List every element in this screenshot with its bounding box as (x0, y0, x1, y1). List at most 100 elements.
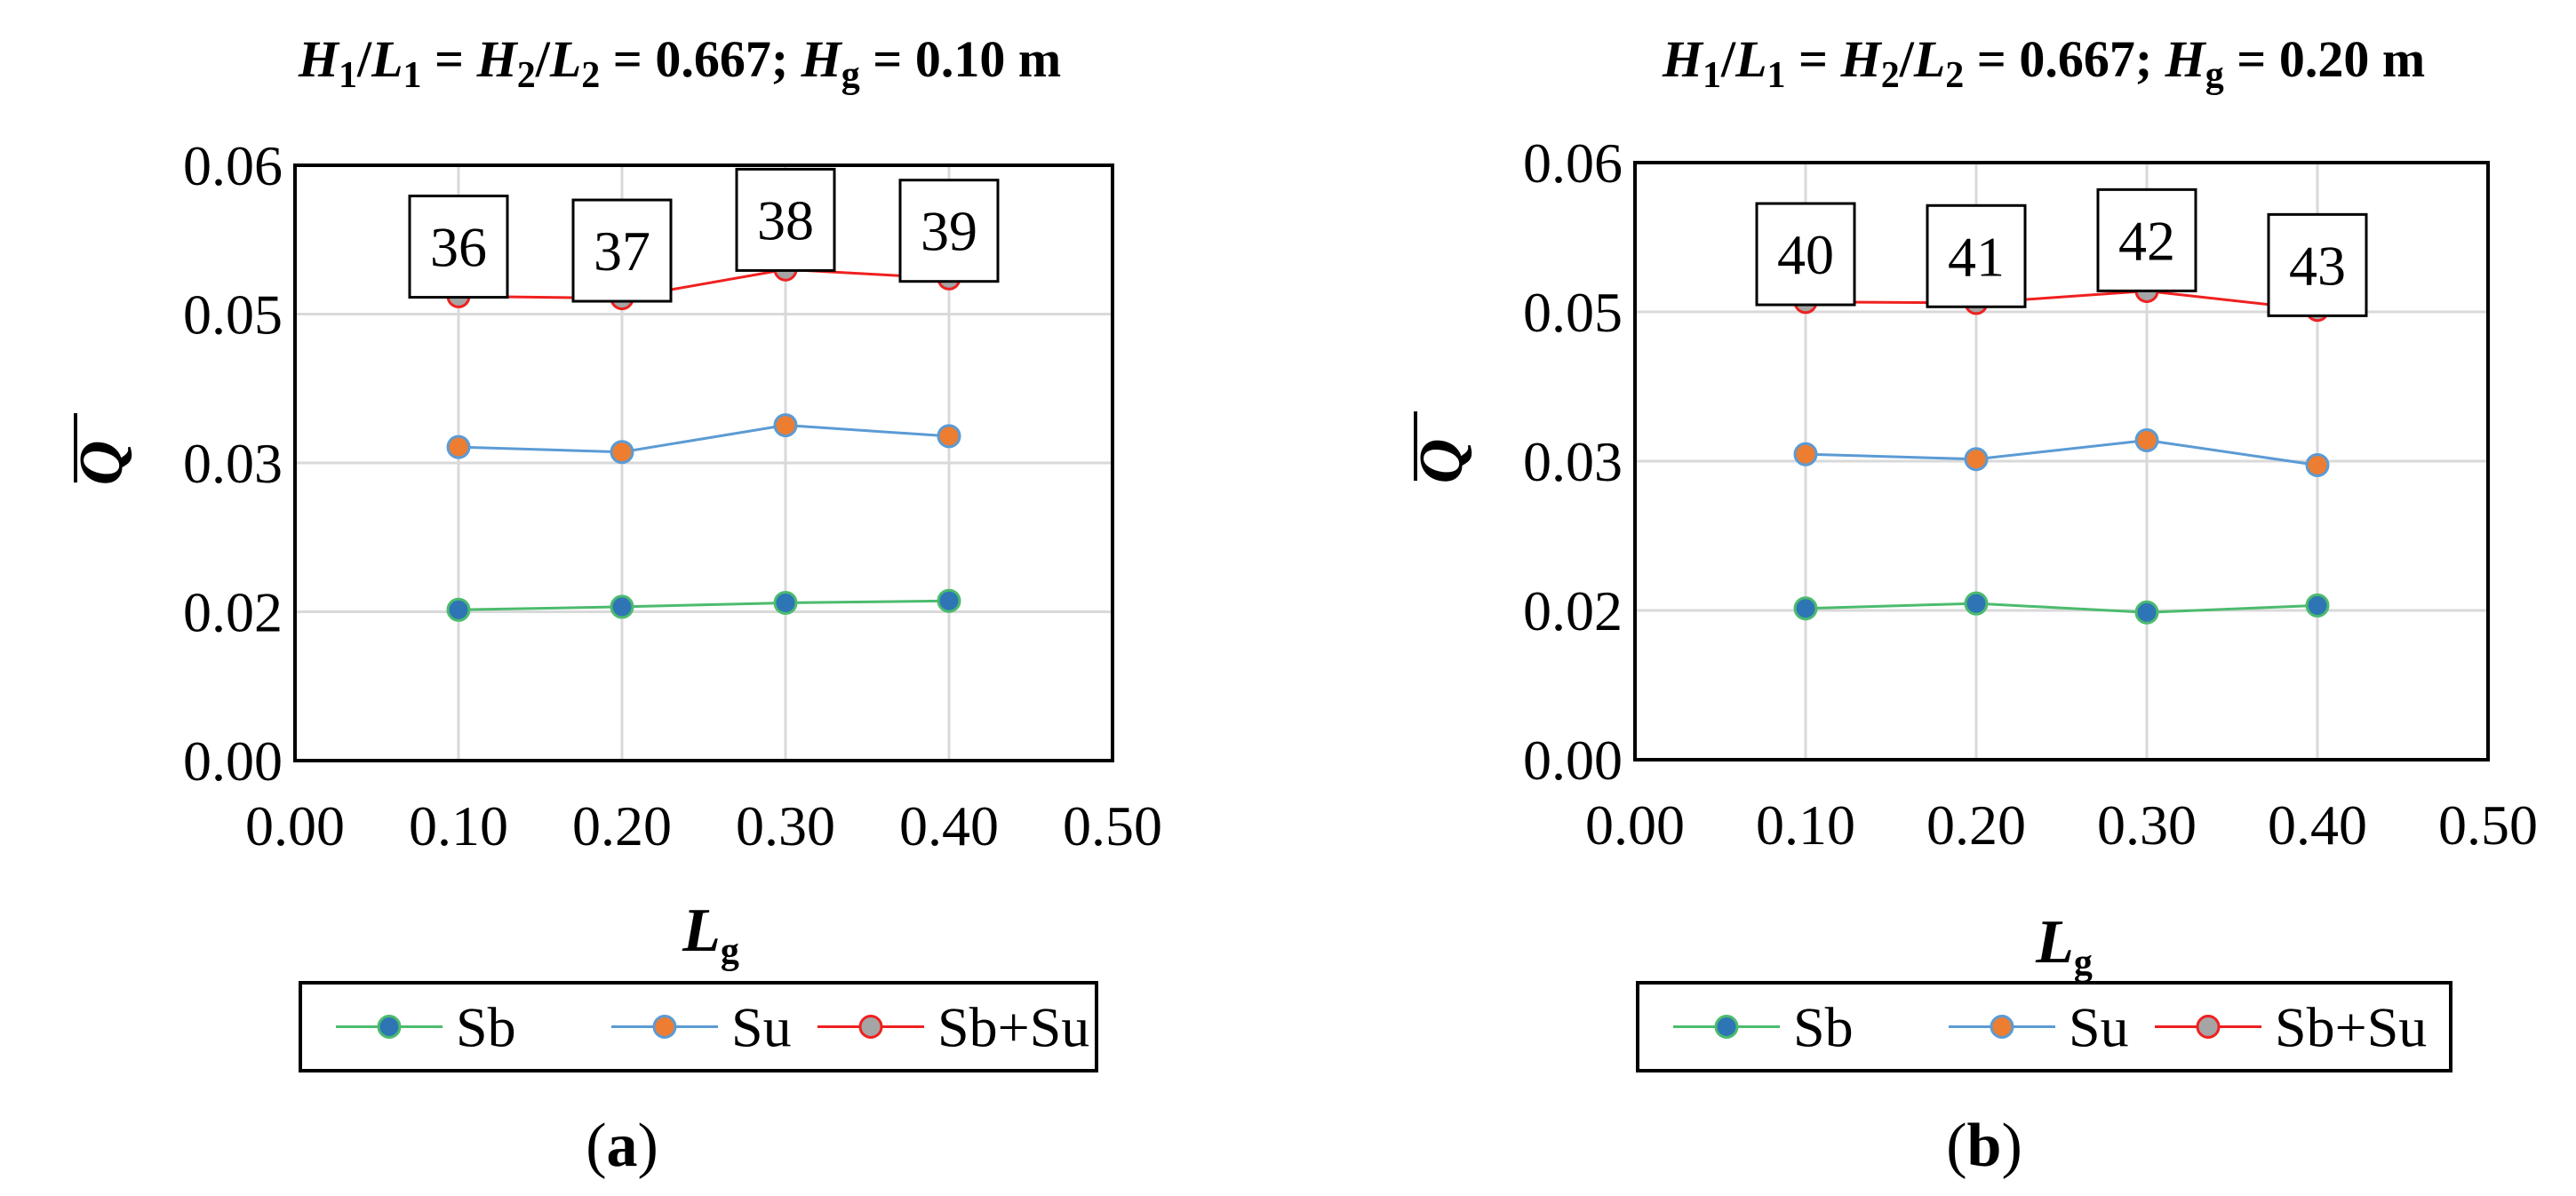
data-point (773, 590, 798, 615)
x-tick-label: 0.20 (1926, 793, 2026, 857)
title-l1-sub: 1 (1767, 55, 1786, 96)
annotation-label: 37 (594, 219, 650, 283)
legend-marker (1714, 1015, 1739, 1039)
series-line-su (1805, 438, 2318, 466)
title-h2-sub: 2 (517, 55, 536, 96)
annotation-label: 36 (430, 216, 487, 279)
title-slash: / (535, 30, 551, 88)
chart-2-plot-border (1633, 161, 2490, 761)
chart-1-panel: H1/L1 = H2/L2 = 0.667; Hg = 0.10 m0.00 0.… (68, 30, 1162, 1180)
title-hg-sub: g (2205, 55, 2224, 96)
data-point (2134, 600, 2159, 625)
annotation-label: 40 (1777, 223, 1834, 286)
panel-label-close: ) (638, 1112, 658, 1180)
annotation-box (2096, 187, 2197, 292)
y-tick-label: 0.00 (183, 730, 283, 793)
title-hg: H (2165, 30, 2207, 88)
legend-marker (377, 1015, 402, 1039)
panel-label-letter: b (1967, 1112, 2002, 1180)
panel-label-letter: a (607, 1112, 638, 1180)
title-hg-sub: g (841, 55, 860, 96)
title-h1-sub: 1 (339, 55, 357, 96)
chart-2-panel: H1/L1 = H2/L2 = 0.667; Hg = 0.20 m0.00 0.… (1408, 30, 2538, 1180)
annotation-label: 39 (921, 200, 977, 263)
panel-label-open: ( (586, 1112, 606, 1180)
legend-marker (652, 1015, 677, 1039)
legend-marker (858, 1015, 883, 1039)
data-point (937, 588, 961, 613)
title-l1: L (1735, 30, 1767, 88)
data-point (446, 435, 471, 459)
data-point (1793, 442, 1818, 466)
legend-label: Su (731, 996, 792, 1059)
y-tick-label: 0.03 (1523, 430, 1623, 493)
title-l1-sub: 1 (403, 55, 422, 96)
title-slash: / (356, 30, 372, 88)
y-tick-label: 0.02 (1523, 579, 1623, 642)
x-tick-label: 0.50 (1063, 794, 1162, 857)
title-l2: L (549, 30, 581, 88)
title-h1-sub: 1 (1703, 55, 1721, 96)
y-tick-label: 0.00 (1523, 729, 1623, 792)
chart-2-x-axis-title: Lg (2035, 908, 2093, 984)
y-tick-label: 0.03 (183, 432, 283, 495)
y-tick-label: 0.05 (1523, 281, 1623, 344)
chart-1-y-axis-title: Q (68, 441, 136, 486)
x-tick-label: 0.50 (2438, 793, 2538, 857)
chart-2-panel-label: (b) (1946, 1112, 2022, 1180)
series-line-sb-plus-su (458, 267, 950, 300)
y-tick-label: 0.05 (183, 283, 283, 347)
x-tick-label: 0.20 (572, 794, 672, 857)
title-l1: L (371, 30, 403, 88)
title-h2: H (1840, 30, 1883, 88)
title-slash: / (1899, 30, 1915, 88)
x-axis-title-main: L (682, 897, 721, 965)
annotation-box (1755, 202, 1856, 307)
data-point (446, 597, 471, 622)
chart-1-plot-border (293, 163, 1114, 762)
y-tick-label: 0.06 (1523, 132, 1623, 195)
data-point (610, 594, 634, 619)
title-equals: = (422, 30, 477, 88)
x-tick-label: 0.00 (1585, 793, 1685, 857)
chart-1-title: H1/L1 = H2/L2 = 0.667; Hg = 0.10 m (298, 30, 1061, 96)
data-point (1964, 447, 1989, 472)
annotation-label: 42 (2118, 209, 2175, 272)
panel-label-open: ( (1946, 1112, 1966, 1180)
legend-label: Sb+Su (2275, 996, 2427, 1059)
title-hg-value: = 0.20 m (2224, 30, 2425, 88)
annotation-box (898, 179, 1000, 283)
title-l2: L (1913, 30, 1945, 88)
title-hg-value: = 0.10 m (860, 30, 1061, 88)
x-tick-label: 0.40 (899, 794, 999, 857)
y-tick-label: 0.02 (183, 581, 283, 644)
x-tick-label: 0.30 (736, 794, 835, 857)
series-line-sb (1805, 602, 2318, 614)
annotation-label: 38 (757, 188, 814, 251)
title-ratio: = 0.667; (1964, 30, 2165, 88)
data-point (2305, 593, 2330, 618)
x-tick-label: 0.40 (2268, 793, 2367, 857)
y-tick-label: 0.06 (183, 134, 283, 197)
title-l2-sub: 2 (581, 55, 600, 96)
title-hg: H (801, 30, 843, 88)
annotation-label: 41 (1948, 225, 2005, 288)
chart-1-panel-label: (a) (586, 1112, 658, 1180)
series-line-su (458, 424, 950, 454)
data-point (2305, 452, 2330, 477)
x-tick-label: 0.10 (409, 794, 508, 857)
title-h1: H (1662, 30, 1704, 88)
annotation-box (408, 195, 509, 299)
x-tick-label: 0.30 (2097, 793, 2197, 857)
chart-1-x-axis-title: Lg (682, 897, 739, 972)
data-point (937, 424, 961, 449)
title-l2-sub: 2 (1945, 55, 1964, 96)
x-tick-label: 0.00 (245, 794, 345, 857)
data-point (610, 440, 634, 465)
legend-label: Sb (1793, 996, 1854, 1059)
legend-marker (2196, 1015, 2221, 1039)
x-axis-title-sub: g (721, 931, 739, 972)
title-h2-sub: 2 (1881, 55, 1900, 96)
legend-marker (1990, 1015, 2014, 1039)
